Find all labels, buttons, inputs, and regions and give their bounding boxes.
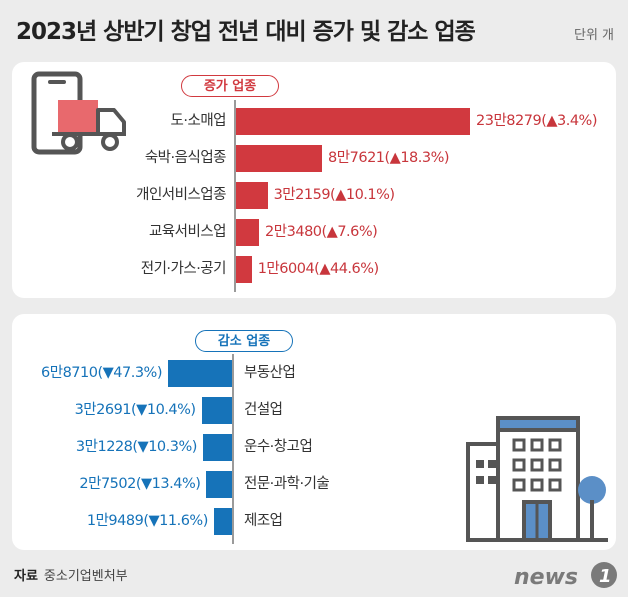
unit-label: 단위 개: [573, 28, 614, 43]
increase-category-label: 도·소매업: [170, 113, 227, 129]
source-note: 자료 중소기업벤처부: [14, 565, 128, 584]
news1-logo: news 1: [514, 562, 617, 590]
page-title: 2023년 상반기 창업 전년 대비 증가 및 감소 업종: [16, 19, 476, 45]
decrease-bar: [168, 360, 232, 387]
decrease-category-label: 건설업: [244, 402, 283, 418]
decrease-category-label: 제조업: [244, 513, 283, 529]
increase-axis: [234, 100, 236, 292]
decrease-category-label: 전문·과학·기술: [244, 476, 330, 492]
decrease-category-label: 운수·창고업: [244, 439, 313, 455]
decrease-bar: [213, 508, 232, 535]
decrease-value-label: 6만8710(▼47.3%): [41, 365, 163, 381]
source-label: 자료: [14, 569, 38, 584]
decrease-value-label: 3만2691(▼10.4%): [74, 402, 197, 418]
decrease-bar: [202, 434, 232, 461]
decrease-section-title: 감소 업종: [195, 330, 293, 352]
svg-text:news: news: [514, 565, 578, 590]
phone-delivery-truck-icon: [31, 71, 126, 155]
increase-category-label: 교육서비스업: [148, 224, 227, 240]
increase-bar: [236, 182, 268, 209]
office-building-icon: [466, 416, 608, 542]
increase-value-label: 8만7621(▲18.3%): [328, 150, 450, 166]
increase-value-label: 3만2159(▲10.1%): [273, 187, 396, 203]
decrease-category-label: 부동산업: [244, 365, 296, 381]
decrease-value-label: 2만7502(▼13.4%): [79, 476, 201, 492]
increase-section-title: 증가 업종: [181, 75, 279, 97]
increase-value-label: 23만8279(▲3.4%): [476, 113, 598, 129]
decrease-bar: [201, 397, 232, 424]
increase-bar: [236, 219, 260, 246]
decrease-value-label: 3만1228(▼10.3%): [75, 439, 198, 455]
decrease-card: 감소 업종 6만8710(▼47.3%) 부동산업 3만2691(▼10.4%) 건설…: [12, 314, 616, 550]
decrease-axis: [232, 354, 234, 544]
increase-value-label: 2만3480(▲7.6%): [265, 224, 378, 240]
increase-category-label: 전기·가스·공기: [140, 261, 227, 277]
decrease-bar: [206, 471, 232, 498]
increase-category-label: 개인서비스업종: [136, 187, 226, 203]
increase-bar: [236, 108, 470, 135]
increase-category-label: 숙박·음식업종: [144, 150, 227, 166]
svg-text:1: 1: [599, 566, 612, 587]
source-value: 중소기업벤처부: [43, 569, 128, 584]
decrease-value-label: 1만9489(▼11.6%): [86, 513, 209, 529]
increase-bar: [236, 145, 323, 172]
increase-card: 증가 업종 도·소매업 23만8279(▲3.4%) 숙박·음식업종 8만7621(▲…: [12, 62, 616, 298]
increase-bar: [236, 256, 252, 283]
increase-value-label: 1만6004(▲44.6%): [257, 261, 380, 277]
